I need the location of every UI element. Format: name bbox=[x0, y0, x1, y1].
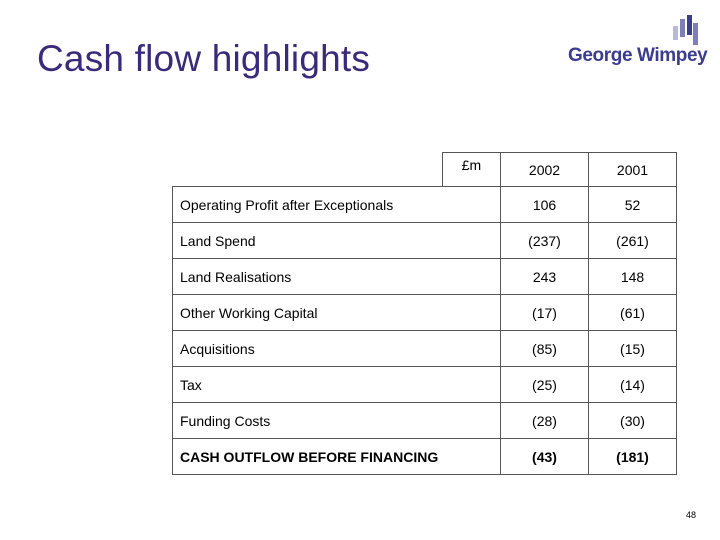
value-2002: (237) bbox=[500, 222, 589, 259]
slide-title: Cash flow highlights bbox=[37, 38, 371, 79]
value-2002: (17) bbox=[500, 294, 589, 331]
table-row: Operating Profit after Exceptionals 106 … bbox=[172, 186, 677, 223]
table-row: Funding Costs (28) (30) bbox=[172, 402, 677, 439]
value-2001: (14) bbox=[588, 366, 677, 403]
page-number: 48 bbox=[686, 510, 697, 520]
company-logo: George Wimpey bbox=[568, 14, 708, 70]
table-header-row: £m 2002 2001 bbox=[173, 152, 677, 187]
row-label: Tax bbox=[172, 366, 501, 403]
value-2001: (61) bbox=[588, 294, 677, 331]
row-label: CASH OUTFLOW BEFORE FINANCING bbox=[172, 438, 501, 475]
value-2002: (28) bbox=[500, 402, 589, 439]
table-row: Land Realisations 243 148 bbox=[172, 258, 677, 295]
value-2002: (25) bbox=[500, 366, 589, 403]
table-row: Tax (25) (14) bbox=[172, 366, 677, 403]
row-label: Funding Costs bbox=[172, 402, 501, 439]
value-2001: (30) bbox=[588, 402, 677, 439]
row-label: Land Realisations bbox=[172, 258, 501, 295]
header-spacer bbox=[173, 153, 443, 187]
value-2001: (181) bbox=[588, 438, 677, 475]
value-2001: (261) bbox=[588, 222, 677, 259]
column-header-2001: 2001 bbox=[588, 152, 677, 187]
cash-flow-table: £m 2002 2001 Operating Profit after Exce… bbox=[172, 152, 677, 475]
table-row: Other Working Capital (17) (61) bbox=[172, 294, 677, 331]
logo-text: George Wimpey bbox=[568, 45, 708, 66]
total-row: CASH OUTFLOW BEFORE FINANCING (43) (181) bbox=[172, 438, 677, 475]
table-row: Land Spend (237) (261) bbox=[172, 222, 677, 259]
value-2001: 148 bbox=[588, 258, 677, 295]
value-2002: (43) bbox=[500, 438, 589, 475]
table-row: Acquisitions (85) (15) bbox=[172, 330, 677, 367]
value-2002: (85) bbox=[500, 330, 589, 367]
value-2001: 52 bbox=[588, 186, 677, 223]
logo-bars-icon bbox=[673, 15, 698, 45]
value-2001: (15) bbox=[588, 330, 677, 367]
column-header-2002: 2002 bbox=[500, 152, 589, 187]
value-2002: 106 bbox=[500, 186, 589, 223]
value-2002: 243 bbox=[500, 258, 589, 295]
row-label: Operating Profit after Exceptionals bbox=[172, 186, 501, 223]
row-label: Acquisitions bbox=[172, 330, 501, 367]
row-label: Land Spend bbox=[172, 222, 501, 259]
row-label: Other Working Capital bbox=[172, 294, 501, 331]
unit-header: £m bbox=[442, 152, 501, 187]
